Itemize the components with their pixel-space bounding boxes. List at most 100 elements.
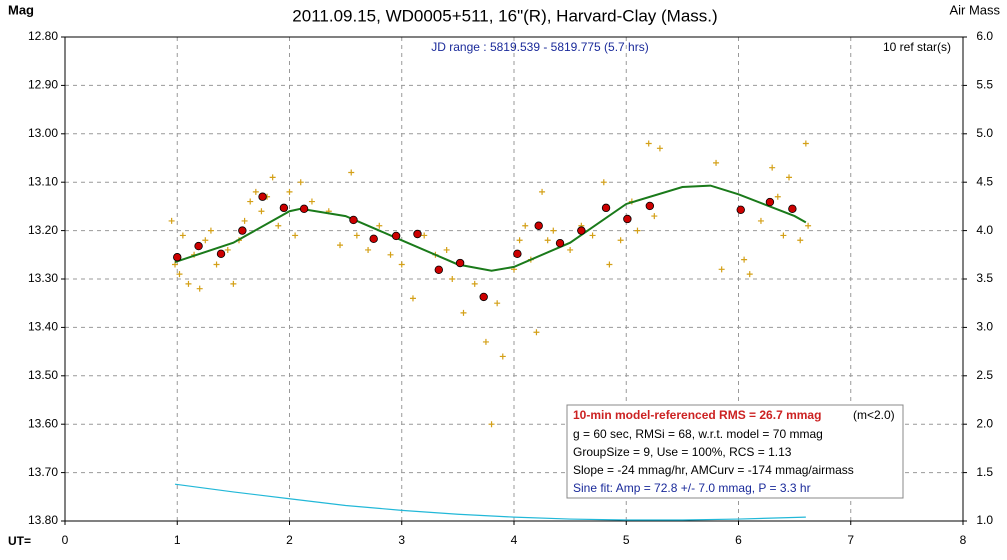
group-mean xyxy=(238,226,247,235)
group-mean xyxy=(391,231,401,241)
observation xyxy=(718,266,725,273)
observation xyxy=(449,276,456,282)
observation xyxy=(409,295,416,302)
observation xyxy=(443,246,450,253)
observation xyxy=(533,329,540,336)
x-tick-label: 8 xyxy=(960,533,967,547)
y2-tick-label: 1.5 xyxy=(976,465,993,479)
y2-tick-label: 4.5 xyxy=(976,174,993,188)
observation xyxy=(286,188,293,195)
y2-tick-label: 5.0 xyxy=(976,126,993,140)
observation xyxy=(544,237,551,244)
observation xyxy=(746,271,753,278)
observation xyxy=(365,246,372,253)
rms-line: 10-min model-referenced RMS = 26.7 mmag xyxy=(573,408,821,422)
group-mean xyxy=(349,215,358,225)
y-tick-label: 13.70 xyxy=(28,465,58,479)
group-mean xyxy=(513,249,522,259)
observation xyxy=(168,217,175,224)
y2-axis-label: Air Mass xyxy=(949,2,1000,17)
group-mean xyxy=(555,238,565,248)
y-tick-label: 13.20 xyxy=(28,223,58,237)
observation xyxy=(634,227,641,234)
y-tick-label: 13.50 xyxy=(28,368,58,382)
y2-tick-label: 4.0 xyxy=(976,223,993,237)
observation xyxy=(550,227,557,234)
observation xyxy=(656,145,663,152)
y2-tick-label: 6.0 xyxy=(976,29,993,43)
observation xyxy=(230,280,237,287)
group-mean xyxy=(534,221,543,230)
x-tick-label: 1 xyxy=(174,533,181,547)
x-tick-label: 4 xyxy=(511,533,518,547)
observation xyxy=(617,237,624,244)
group-mean xyxy=(601,203,611,213)
sine-fit: Sine fit: Amp = 72.8 +/- 7.0 mmag, P = 3… xyxy=(573,481,811,495)
observation xyxy=(176,271,183,278)
group-mean xyxy=(216,249,226,259)
y-tick-label: 13.10 xyxy=(28,174,58,188)
y2-tick-label: 5.5 xyxy=(976,78,993,92)
chart-title: 2011.09.15, WD0005+511, 16"(R), Harvard-… xyxy=(292,6,717,25)
rms-note: (m<2.0) xyxy=(853,408,895,422)
observation xyxy=(292,232,299,239)
group-mean xyxy=(279,203,289,213)
y-tick-label: 13.60 xyxy=(28,416,58,430)
y2-tick-label: 2.5 xyxy=(976,368,993,382)
observation xyxy=(499,353,506,360)
observation xyxy=(398,261,405,268)
ref-stars: 10 ref star(s) xyxy=(883,40,951,54)
group-mean xyxy=(258,192,267,201)
y2-tick-label: 1.0 xyxy=(976,513,993,527)
y-tick-label: 13.80 xyxy=(28,513,58,527)
group-mean xyxy=(479,292,488,302)
observation xyxy=(185,280,192,287)
observation xyxy=(337,242,344,249)
observation xyxy=(297,179,304,186)
model-line xyxy=(174,184,807,272)
y-tick-label: 13.40 xyxy=(28,320,58,334)
info-line: g = 60 sec, RMSi = 68, w.r.t. model = 70… xyxy=(573,427,823,441)
observation xyxy=(387,251,394,258)
observation xyxy=(600,179,607,186)
group-mean xyxy=(623,214,632,224)
plot-frame xyxy=(64,36,964,522)
observation xyxy=(757,217,764,224)
airmass-line xyxy=(174,483,806,521)
observation xyxy=(247,198,254,205)
observation xyxy=(522,222,529,229)
group-mean xyxy=(299,204,309,214)
group-mean xyxy=(788,204,797,214)
group-mean xyxy=(369,234,378,244)
observation xyxy=(252,188,259,195)
observation xyxy=(482,338,489,345)
group-mean xyxy=(173,253,182,262)
observation xyxy=(805,222,812,229)
observation xyxy=(308,198,315,205)
y-axis-label: Mag xyxy=(8,2,34,17)
x-tick-label: 7 xyxy=(847,533,854,547)
y-tick-label: 12.90 xyxy=(28,78,58,92)
observation xyxy=(179,232,186,239)
observation xyxy=(645,140,652,147)
observation xyxy=(241,217,248,224)
y2-tick-label: 3.5 xyxy=(976,271,993,285)
observation xyxy=(172,261,179,268)
observation xyxy=(797,237,804,244)
observation xyxy=(786,174,793,181)
observation xyxy=(460,309,467,316)
info-line: Slope = -24 mmag/hr, AMCurv = -174 mmag/… xyxy=(573,463,854,477)
observation xyxy=(196,285,203,292)
observation xyxy=(224,246,231,253)
group-mean xyxy=(645,201,655,211)
observation xyxy=(376,222,383,229)
y-tick-label: 12.80 xyxy=(28,29,58,43)
observation xyxy=(567,246,574,253)
observation xyxy=(769,164,776,171)
subtitle: JD range : 5819.539 - 5819.775 (5.7 hrs) xyxy=(431,40,648,54)
y2-tick-label: 2.0 xyxy=(976,416,993,430)
group-mean xyxy=(194,241,203,251)
observation xyxy=(539,188,546,195)
observation xyxy=(207,227,214,234)
observation xyxy=(494,300,501,307)
